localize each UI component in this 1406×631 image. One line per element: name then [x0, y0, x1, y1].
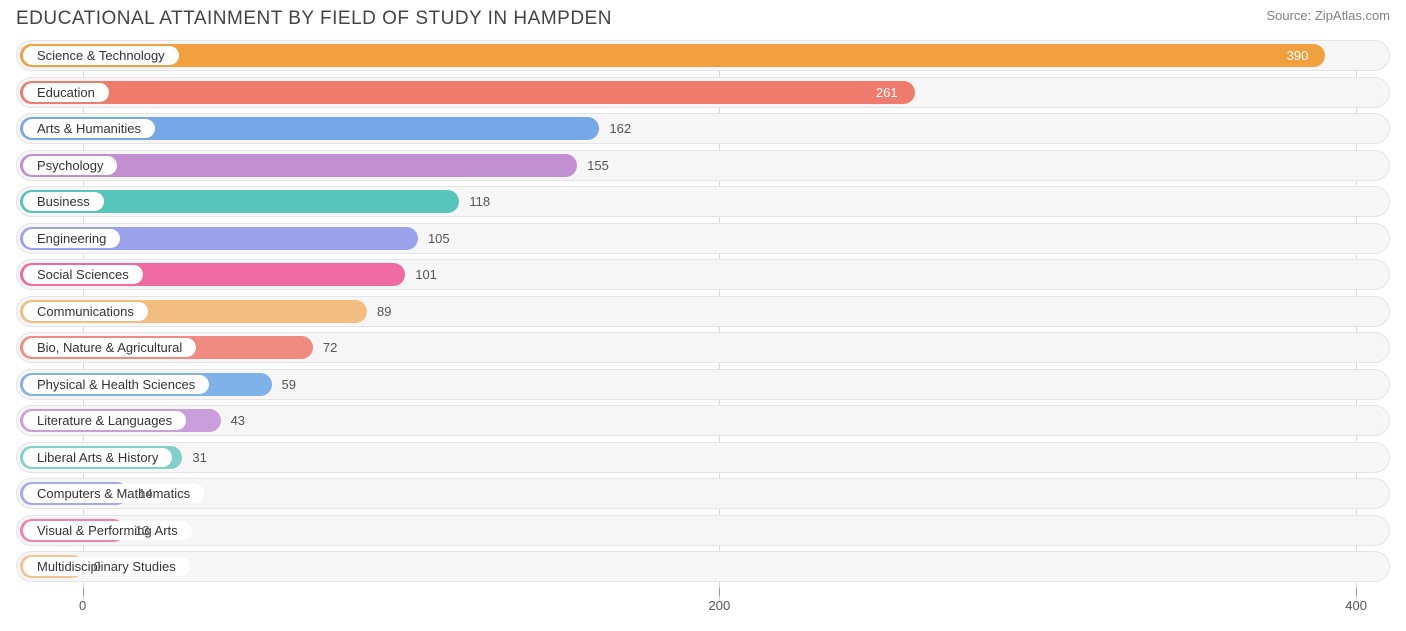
- bar-value: 43: [221, 406, 245, 435]
- bar-row: Literature & Languages 43: [16, 405, 1390, 436]
- bar-label: Computers & Mathematics: [23, 484, 204, 503]
- bar-row: Arts & Humanities 162: [16, 113, 1390, 144]
- bar-value: 14: [128, 479, 152, 508]
- bar-label: Multidisciplinary Studies: [23, 557, 190, 576]
- bar-row: Engineering 105: [16, 223, 1390, 254]
- bar-row: Education261: [16, 77, 1390, 108]
- bar-label: Visual & Performing Arts: [23, 521, 192, 540]
- bar-row: Science & Technology390: [16, 40, 1390, 71]
- bar-value: 101: [405, 260, 437, 289]
- bar-row: Bio, Nature & Agricultural 72: [16, 332, 1390, 363]
- bar-label: Psychology: [23, 156, 117, 175]
- bar-label: Literature & Languages: [23, 411, 186, 430]
- chart-header: EDUCATIONAL ATTAINMENT BY FIELD OF STUDY…: [0, 0, 1406, 34]
- bar-row: Social Sciences 101: [16, 259, 1390, 290]
- axis-tick: [719, 588, 720, 596]
- bar-value: 72: [313, 333, 337, 362]
- chart-source: Source: ZipAtlas.com: [1266, 8, 1390, 23]
- bar-row: Visual & Performing Arts13: [16, 515, 1390, 546]
- bar-label: Physical & Health Sciences: [23, 375, 209, 394]
- bar-value: 13: [125, 516, 149, 545]
- bar-label: Arts & Humanities: [23, 119, 155, 138]
- bar-value: 105: [418, 224, 450, 253]
- bar-row: Physical & Health Sciences 59: [16, 369, 1390, 400]
- bar-label: Bio, Nature & Agricultural: [23, 338, 196, 357]
- x-axis: 0 200 400: [16, 588, 1390, 618]
- bar-row: Multidisciplinary Studies0: [16, 551, 1390, 582]
- bar-label: Engineering: [23, 229, 120, 248]
- axis-tick: [1356, 588, 1357, 596]
- bar-label: Liberal Arts & History: [23, 448, 172, 467]
- bar-value: 118: [459, 187, 490, 216]
- bar-label: Business: [23, 192, 104, 211]
- axis-tick-label: 200: [709, 598, 731, 613]
- bar-row: Communications 89: [16, 296, 1390, 327]
- bar-label: Communications: [23, 302, 148, 321]
- axis-tick: [83, 588, 84, 596]
- bar-row: Computers & Mathematics14: [16, 478, 1390, 509]
- bar-value: 390: [17, 41, 1322, 70]
- chart-title: EDUCATIONAL ATTAINMENT BY FIELD OF STUDY…: [16, 8, 612, 30]
- bar-value: 89: [367, 297, 391, 326]
- axis-tick-label: 400: [1345, 598, 1367, 613]
- bar-value: 261: [17, 78, 912, 107]
- bar-row: Business 118: [16, 186, 1390, 217]
- bar-value: 31: [182, 443, 206, 472]
- bar-row: Psychology 155: [16, 150, 1390, 181]
- bar-value: 0: [84, 552, 101, 581]
- axis-tick-label: 0: [79, 598, 86, 613]
- bar-value: 162: [599, 114, 631, 143]
- bar-row: Liberal Arts & History 31: [16, 442, 1390, 473]
- bar-label: Social Sciences: [23, 265, 143, 284]
- bar-value: 59: [272, 370, 296, 399]
- bar-value: 155: [577, 151, 609, 180]
- chart-area: Science & Technology390 Education261 Arts …: [0, 34, 1406, 582]
